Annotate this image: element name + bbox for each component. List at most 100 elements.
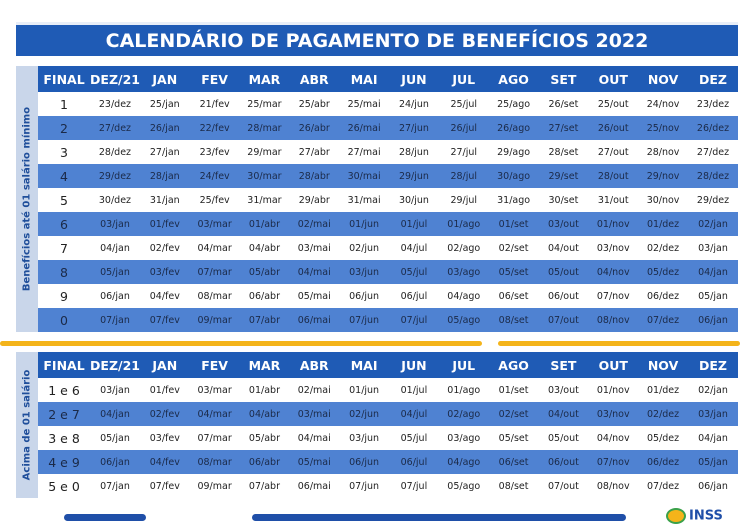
date-cell: 03/out <box>538 378 589 402</box>
date-cell: 30/ago <box>488 164 539 188</box>
table-block: Acima de 01 salário FINAL DEZ/21 JAN FEV MAR A… <box>16 352 738 498</box>
date-cell: 27/jul <box>438 140 489 164</box>
final-cell: 3 <box>38 140 91 164</box>
date-cell: 03/jan <box>687 402 738 426</box>
date-cell: 23/dez <box>687 92 738 116</box>
row: 7 04/jan 02/fev 04/mar 04/abr 03/mai 02/jun 04/… <box>38 236 738 260</box>
row: 4 29/dez 28/jan 24/fev 30/mar 28/abr 30/mai 29/… <box>38 164 738 188</box>
date-cell: 07/fev <box>139 474 190 498</box>
date-cell: 29/nov <box>638 164 688 188</box>
date-cell: 02/jan <box>687 378 738 402</box>
divider <box>0 341 482 346</box>
decor-bar <box>64 514 146 521</box>
date-cell: 05/mai <box>289 450 340 474</box>
date-cell: 06/out <box>538 284 589 308</box>
date-cell: 01/nov <box>588 378 639 402</box>
date-cell: 24/jun <box>389 92 439 116</box>
date-cell: 25/out <box>588 92 639 116</box>
date-cell: 27/abr <box>289 140 340 164</box>
date-cell: 03/ago <box>438 260 489 284</box>
date-cell: 29/ago <box>488 140 539 164</box>
date-cell: 09/mar <box>189 308 240 332</box>
date-cell: 04/mai <box>289 426 340 450</box>
date-cell: 03/out <box>538 212 589 236</box>
date-cell: 27/jan <box>139 140 190 164</box>
date-cell: 26/mai <box>339 116 390 140</box>
date-cell: 05/abr <box>239 426 290 450</box>
date-cell: 28/abr <box>289 164 340 188</box>
date-cell: 05/jan <box>687 284 738 308</box>
header-cell: OUT <box>588 352 639 378</box>
date-cell: 02/jun <box>339 236 390 260</box>
date-cell: 07/abr <box>239 474 290 498</box>
date-cell: 31/jan <box>139 188 190 212</box>
row: 5 e 0 07/jan 07/fev 09/mar 07/abr 06/mai 07/ju… <box>38 474 738 498</box>
header-cell: MAR <box>239 352 290 378</box>
date-cell: 25/jul <box>438 92 489 116</box>
date-cell: 03/jan <box>687 236 738 260</box>
date-cell: 05/jan <box>90 260 140 284</box>
date-cell: 07/dez <box>638 308 688 332</box>
date-cell: 28/dez <box>687 164 738 188</box>
date-cell: 02/mai <box>289 212 340 236</box>
date-cell: 28/out <box>588 164 639 188</box>
date-cell: 05/ago <box>438 474 489 498</box>
date-cell: 29/abr <box>289 188 340 212</box>
date-cell: 07/jan <box>90 308 140 332</box>
date-cell: 04/jan <box>687 260 738 284</box>
decor-bar <box>252 514 626 521</box>
header-cell: MAI <box>339 352 390 378</box>
header-cell: SET <box>538 352 589 378</box>
date-cell: 06/jan <box>90 284 140 308</box>
header-cell: FEV <box>189 66 240 92</box>
date-cell: 07/nov <box>588 284 639 308</box>
date-cell: 01/jun <box>339 212 390 236</box>
date-cell: 07/out <box>538 308 589 332</box>
date-cell: 29/mar <box>239 140 290 164</box>
date-cell: 02/mai <box>289 378 340 402</box>
header-cell: JAN <box>139 352 190 378</box>
date-cell: 02/fev <box>139 236 190 260</box>
date-cell: 29/dez <box>687 188 738 212</box>
date-cell: 25/jan <box>139 92 190 116</box>
header-cell: DEZ <box>687 66 738 92</box>
row: 6 03/jan 01/fev 03/mar 01/abr 02/mai 01/jun 01/… <box>38 212 738 236</box>
row: 3 e 8 05/jan 03/fev 07/mar 05/abr 04/mai 03/ju… <box>38 426 738 450</box>
date-cell: 01/nov <box>588 212 639 236</box>
date-cell: 04/mar <box>189 236 240 260</box>
date-cell: 07/jun <box>339 474 390 498</box>
header-cell: DEZ <box>687 352 738 378</box>
date-cell: 08/set <box>488 308 539 332</box>
header-cell: JUL <box>438 352 489 378</box>
date-cell: 04/ago <box>438 450 489 474</box>
date-cell: 01/ago <box>438 378 489 402</box>
date-cell: 05/mai <box>289 284 340 308</box>
date-cell: 05/dez <box>638 260 688 284</box>
header-cell: MAR <box>239 66 290 92</box>
side-label-text: Acima de 01 salário <box>21 369 33 481</box>
date-cell: 24/nov <box>638 92 688 116</box>
date-cell: 04/jan <box>90 236 140 260</box>
date-cell: 02/ago <box>438 236 489 260</box>
date-cell: 05/jan <box>90 426 140 450</box>
header-cell: OUT <box>588 66 639 92</box>
logo-text: INSS <box>689 508 723 524</box>
date-cell: 08/mar <box>189 284 240 308</box>
row: 5 30/dez 31/jan 25/fev 31/mar 29/abr 31/mai 30/… <box>38 188 738 212</box>
header-row: FINAL DEZ/21 JAN FEV MAR ABR MAI JUN JUL AGO SET OU… <box>38 66 738 92</box>
date-cell: 29/jun <box>389 164 439 188</box>
final-cell: 4 <box>38 164 91 188</box>
date-cell: 03/jun <box>339 260 390 284</box>
side-label: Acima de 01 salário <box>16 352 38 498</box>
date-cell: 01/set <box>488 378 539 402</box>
side-label: Benefícios até 01 salário mínimo <box>16 66 38 332</box>
date-cell: 03/nov <box>588 236 639 260</box>
date-cell: 06/mai <box>289 308 340 332</box>
header-cell: MAI <box>339 66 390 92</box>
date-cell: 27/mai <box>339 140 390 164</box>
row: 1 e 6 03/jan 01/fev 03/mar 01/abr 02/mai 01/ju… <box>38 378 738 402</box>
row: 3 28/dez 27/jan 23/fev 29/mar 27/abr 27/mai 28/… <box>38 140 738 164</box>
date-cell: 06/jul <box>389 450 439 474</box>
date-cell: 28/jul <box>438 164 489 188</box>
date-cell: 04/abr <box>239 402 290 426</box>
